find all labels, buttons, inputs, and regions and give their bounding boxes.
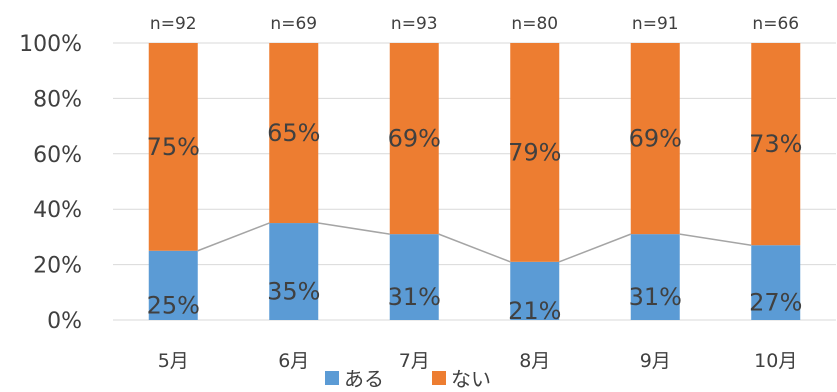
series-line [438,233,511,263]
bar-segment-nai [389,43,439,235]
bar-segment-nai [751,43,801,246]
data-label-aru: 35% [267,278,320,306]
x-category-label: 9月 [640,350,671,372]
data-label-nai: 69% [388,125,441,153]
bar-segment-aru [630,234,680,320]
sample-size-label: n=91 [632,14,679,34]
bar-segment-aru [389,234,439,320]
data-label-aru: 21% [508,297,561,325]
series-line [318,222,390,235]
data-label-nai: 65% [267,119,320,147]
data-label-aru: 31% [629,283,682,311]
bar-segment-aru [269,223,319,320]
data-label-nai: 75% [147,133,200,161]
legend-label-aru: ある [344,367,384,391]
y-tick-label: 40% [33,198,82,223]
sample-size-label: n=92 [150,14,197,34]
data-label-nai: 69% [629,125,682,153]
x-category-label: 7月 [399,350,430,372]
x-category-label: 5月 [158,350,189,372]
legend-label-nai: ない [451,367,491,391]
sample-size-label: n=80 [511,14,558,34]
legend-swatch-aru [325,371,339,385]
bar-segment-aru [148,250,198,320]
sample-size-label: n=69 [270,14,317,34]
y-tick-label: 0% [47,309,82,334]
bar-segment-nai [510,43,560,262]
bar-segment-aru [751,245,801,320]
series-line [197,222,270,252]
data-label-aru: 27% [749,289,802,317]
bar-segment-nai [148,43,198,251]
bar-segment-nai [630,43,680,235]
y-tick-label: 60% [33,143,82,168]
y-tick-label: 20% [33,254,82,279]
x-category-label: 8月 [519,350,550,372]
legend-swatch-nai [432,371,446,385]
x-category-label: 10月 [754,350,797,372]
data-label-aru: 31% [388,283,441,311]
data-label-nai: 73% [749,130,802,158]
sample-size-label: n=66 [752,14,799,34]
data-label-nai: 79% [508,138,561,166]
y-tick-label: 80% [33,87,82,112]
bar-segment-nai [269,43,319,224]
series-line [558,233,632,263]
y-tick-label: 100% [19,32,82,57]
bar-segment-aru [510,261,560,320]
data-label-aru: 25% [147,291,200,319]
x-category-label: 6月 [278,350,309,372]
sample-size-label: n=93 [391,14,438,34]
series-line [679,233,752,246]
